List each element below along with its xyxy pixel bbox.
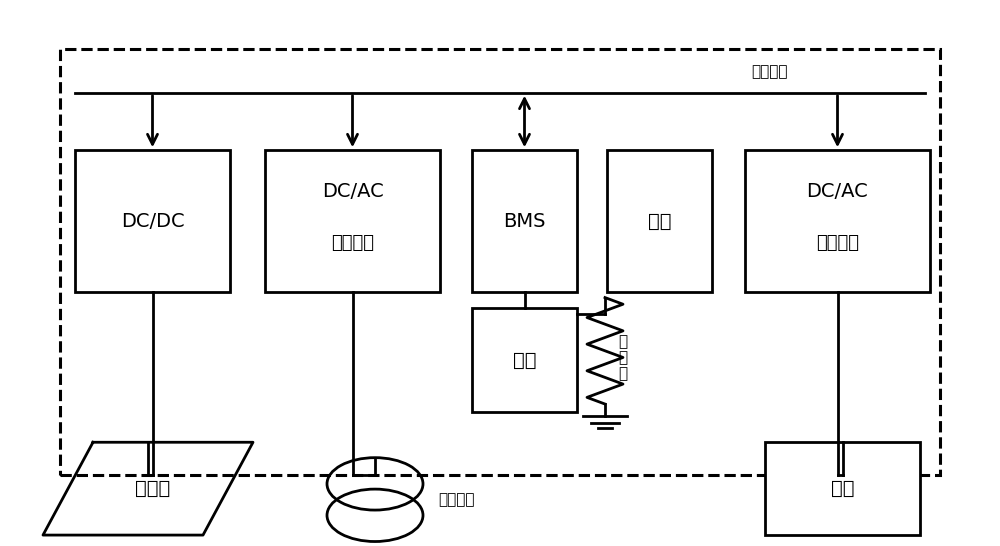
Text: DC/AC: DC/AC	[322, 182, 383, 200]
Text: 光伏板: 光伏板	[135, 479, 171, 498]
Text: 逃变放电: 逃变放电	[816, 234, 859, 252]
Text: 加: 加	[618, 334, 627, 349]
Polygon shape	[607, 150, 712, 292]
Polygon shape	[60, 49, 940, 475]
Text: 整流充电: 整流充电	[331, 234, 374, 252]
Polygon shape	[265, 150, 440, 292]
Text: 监控: 监控	[648, 212, 671, 230]
Polygon shape	[745, 150, 930, 292]
Text: 市电输入: 市电输入	[438, 492, 475, 507]
Text: 带: 带	[618, 366, 627, 382]
Polygon shape	[75, 150, 230, 292]
Text: 电池: 电池	[513, 351, 536, 370]
Polygon shape	[472, 308, 577, 412]
Text: DC/AC: DC/AC	[807, 182, 868, 200]
Polygon shape	[472, 150, 577, 292]
Text: 直流母线: 直流母线	[752, 64, 788, 79]
Polygon shape	[765, 442, 920, 535]
Text: DC/DC: DC/DC	[121, 212, 184, 230]
Text: 负载: 负载	[831, 479, 854, 498]
Text: 热: 热	[618, 350, 627, 365]
Text: BMS: BMS	[503, 212, 546, 230]
